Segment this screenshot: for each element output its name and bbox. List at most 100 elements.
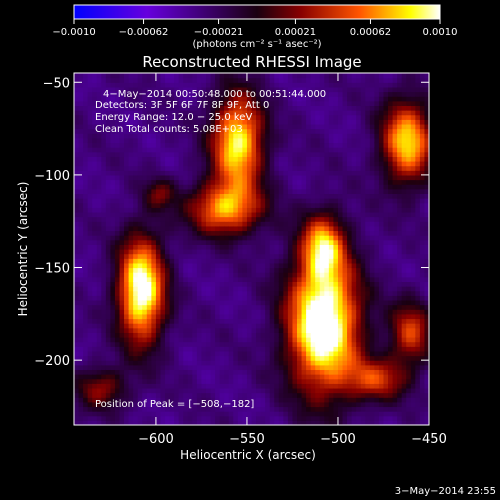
heatmap-cell <box>242 91 248 97</box>
heatmap-cell <box>219 369 225 375</box>
heatmap-cell <box>187 161 193 167</box>
heatmap-cell <box>192 170 198 176</box>
heatmap-cell <box>146 82 152 88</box>
heatmap-cell <box>155 151 162 157</box>
heatmap-cell <box>246 165 253 171</box>
heatmap-cell <box>297 151 303 157</box>
heatmap-cell <box>333 276 339 283</box>
heatmap-cell <box>210 165 216 171</box>
heatmap-cell <box>105 77 112 83</box>
heatmap-cell <box>155 258 162 264</box>
heatmap-cell <box>283 156 289 162</box>
heatmap-cell <box>114 207 121 213</box>
heatmap-cell <box>292 295 298 301</box>
heatmap-cell <box>256 406 262 412</box>
heatmap-cell <box>333 225 339 232</box>
heatmap-cell <box>114 161 121 167</box>
heatmap-cell <box>205 327 212 333</box>
heatmap-cell <box>142 100 148 107</box>
heatmap-cell <box>160 211 166 218</box>
heatmap-cell <box>124 369 130 375</box>
heatmap-cell <box>87 299 93 306</box>
heatmap-cell <box>133 235 139 241</box>
heatmap-cell <box>74 337 80 343</box>
heatmap-cell <box>174 179 180 185</box>
heatmap-cell <box>274 151 280 157</box>
heatmap-cell <box>319 179 325 185</box>
heatmap-cell <box>201 216 207 222</box>
heatmap-cell <box>328 239 335 245</box>
heatmap-cell <box>278 313 284 320</box>
heatmap-cell <box>196 147 203 153</box>
heatmap-cell <box>337 211 344 218</box>
heatmap-cell <box>342 383 348 389</box>
heatmap-cell <box>310 170 316 176</box>
heatmap-cell <box>142 133 148 139</box>
heatmap-cell <box>224 193 230 199</box>
heatmap-cell <box>301 281 307 287</box>
heatmap-cell <box>210 304 216 310</box>
heatmap-cell <box>324 397 330 403</box>
heatmap-cell <box>183 415 189 421</box>
heatmap-cell <box>365 258 371 264</box>
heatmap-cell <box>178 374 184 380</box>
heatmap-cell <box>160 133 166 139</box>
heatmap-cell <box>224 225 230 232</box>
heatmap-cell <box>178 235 184 241</box>
heatmap-cell <box>133 355 139 361</box>
heatmap-cell <box>87 198 93 204</box>
heatmap-cell <box>246 369 253 375</box>
heatmap-cell <box>178 123 184 130</box>
heatmap-cell <box>297 267 303 273</box>
heatmap-cell <box>228 332 234 338</box>
heatmap-cell <box>251 323 257 329</box>
heatmap-cell <box>83 249 89 255</box>
heatmap-cell <box>142 378 148 384</box>
heatmap-cell <box>101 147 107 153</box>
heatmap-cell <box>210 221 216 227</box>
heatmap-cell <box>105 318 112 324</box>
heatmap-cell <box>287 406 294 412</box>
heatmap-cell <box>146 406 152 412</box>
heatmap-cell <box>74 286 80 292</box>
heatmap-cell <box>146 207 152 213</box>
heatmap-cell <box>169 225 175 232</box>
heatmap-cell <box>142 137 148 144</box>
heatmap-cell <box>151 174 157 181</box>
heatmap-cell <box>324 235 330 241</box>
heatmap-cell <box>310 174 316 181</box>
heatmap-cell <box>178 327 184 333</box>
heatmap-cell <box>246 207 253 213</box>
heatmap-cell <box>160 156 166 162</box>
heatmap-cell <box>224 123 230 130</box>
heatmap-cell <box>274 174 280 181</box>
heatmap-cell <box>265 313 271 320</box>
heatmap-cell <box>187 170 193 176</box>
heatmap-cell <box>110 355 116 361</box>
heatmap-cell <box>301 179 307 185</box>
heatmap-cell <box>351 174 357 181</box>
heatmap-cell <box>124 249 130 255</box>
heatmap-cell <box>74 290 80 296</box>
heatmap-cell <box>78 276 84 283</box>
heatmap-cell <box>342 225 348 232</box>
heatmap-cell <box>251 123 257 130</box>
heatmap-cell <box>224 346 230 352</box>
heatmap-cell <box>269 281 275 287</box>
heatmap-cell <box>360 281 366 287</box>
heatmap-cell <box>274 161 280 167</box>
heatmap-cell <box>237 374 243 380</box>
heatmap-cell <box>169 86 175 93</box>
heatmap-cell <box>187 323 193 329</box>
heatmap-cell <box>360 179 366 185</box>
heatmap-cell <box>146 295 152 301</box>
heatmap-cell <box>228 290 234 296</box>
heatmap-cell <box>183 114 189 120</box>
heatmap-cell <box>237 221 243 227</box>
heatmap-cell <box>297 207 303 213</box>
heatmap-cell <box>201 96 207 102</box>
heatmap-cell <box>174 406 180 412</box>
heatmap-cell <box>160 77 166 83</box>
heatmap-cell <box>256 249 262 255</box>
heatmap-cell <box>78 137 84 144</box>
